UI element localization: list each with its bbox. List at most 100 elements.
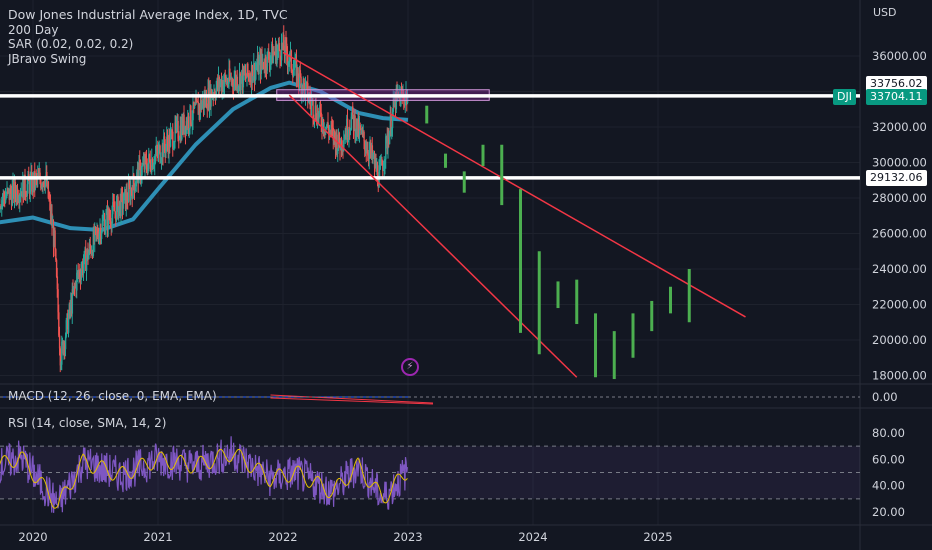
candle-body-486 (271, 44, 274, 64)
candle-body-451 (245, 77, 248, 79)
candle-body-136 (9, 188, 11, 200)
time-tick-0: 2020 (18, 530, 47, 544)
candle-body-207 (62, 341, 65, 354)
lightning-icon[interactable]: ⚡ (401, 358, 419, 376)
candle-body-368 (183, 114, 185, 133)
candle-body-501 (283, 34, 285, 51)
candle-body-177 (40, 180, 42, 188)
trendline-1 (288, 94, 578, 378)
indicator-sar[interactable]: SAR (0.02, 0.02, 0.2) (8, 37, 134, 51)
candle-body-616 (369, 143, 371, 151)
candle-body-450 (244, 72, 247, 78)
candle-body-560 (327, 122, 329, 129)
candle-body-343 (164, 146, 167, 154)
candle-body-194 (52, 226, 55, 247)
candle-body-302 (133, 183, 136, 192)
candle-body-146 (16, 188, 19, 201)
candle-body-440 (237, 87, 239, 90)
candle-body-159 (26, 184, 29, 197)
candle-body-561 (328, 128, 330, 135)
candle-body-249 (94, 227, 96, 242)
candle-body-412 (216, 79, 218, 88)
candle-body-267 (107, 209, 110, 229)
candle-body-381 (193, 101, 195, 109)
candle-body-199 (56, 276, 59, 290)
macd-label[interactable]: MACD (12, 26, close, 0, EMA, EMA) (8, 389, 217, 403)
candle-body-240 (87, 249, 89, 260)
indicator-jbravo[interactable]: JBravo Swing (8, 51, 87, 66)
candle-body-400 (207, 87, 209, 110)
candle-body-549 (319, 104, 321, 112)
candle-body-353 (172, 131, 174, 149)
candle-body-328 (153, 165, 155, 167)
candle-body-313 (142, 164, 144, 166)
candle-body-230 (79, 276, 82, 280)
candle-body-437 (235, 74, 237, 85)
candle-body-151 (20, 191, 23, 196)
candle-body-212 (66, 314, 68, 321)
candle-body-204 (60, 364, 62, 366)
candle-body-604 (360, 128, 362, 134)
candle-body-474 (262, 61, 265, 68)
candle-body-277 (115, 211, 117, 221)
candle-body-129 (4, 197, 6, 203)
trendlines (282, 51, 746, 378)
candle-body-383 (194, 104, 197, 106)
candle-body-281 (118, 206, 120, 218)
price-tick-5: 28000.00 (872, 191, 927, 205)
candle-body-132 (6, 188, 8, 196)
candle-body-459 (251, 65, 254, 83)
candle-body-460 (252, 77, 254, 83)
candle-body-232 (81, 263, 83, 271)
candle-body-413 (217, 79, 219, 88)
candle-body-514 (292, 69, 295, 77)
candle-body-292 (126, 191, 128, 202)
candle-body-570 (334, 137, 337, 151)
candle-body-607 (362, 131, 365, 133)
candle-body-438 (235, 76, 238, 85)
candle-body-221 (73, 286, 75, 292)
candle-body-349 (169, 133, 171, 147)
candle-body-418 (220, 79, 223, 92)
indicator-200-day[interactable]: 200 Day (8, 22, 59, 37)
candle-body-569 (334, 130, 336, 138)
candle-body-183 (44, 176, 47, 188)
candle-body-243 (89, 244, 92, 249)
candle-body-371 (185, 121, 188, 134)
candle-body-662 (403, 100, 406, 105)
candle-body-452 (246, 63, 248, 78)
candle-body-415 (218, 76, 221, 88)
candle-body-566 (331, 127, 334, 129)
candle-body-297 (130, 188, 132, 200)
candle-body-435 (233, 80, 236, 90)
candle-body-491 (275, 44, 278, 64)
candle-body-591 (350, 116, 353, 130)
candle-body-521 (298, 80, 300, 85)
candle-body-252 (96, 230, 98, 233)
candle-body-424 (225, 78, 227, 84)
candle-body-631 (380, 159, 383, 165)
rsi-ma-line (0, 448, 408, 509)
candle-body-584 (345, 133, 347, 139)
time-tick-5: 2025 (643, 530, 672, 544)
candle-body-359 (176, 120, 179, 123)
candle-body-241 (88, 252, 90, 260)
rsi-label[interactable]: RSI (14, close, SMA, 14, 2) (8, 416, 167, 430)
candle-body-255 (98, 233, 101, 242)
candle-body-553 (322, 119, 324, 131)
candle-body-358 (175, 122, 178, 128)
candle-body-398 (205, 94, 208, 109)
candle-body-571 (335, 134, 338, 151)
candle-body-248 (93, 231, 95, 242)
candle-body-300 (132, 174, 134, 199)
candle-body-493 (277, 48, 279, 52)
candle-body-202 (58, 335, 61, 349)
candle-body-461 (253, 63, 255, 78)
candle-body-390 (199, 100, 202, 112)
candle-body-601 (358, 117, 360, 136)
candle-body-337 (160, 161, 162, 163)
candle-body-228 (78, 271, 80, 275)
candle-body-124 (0, 207, 2, 209)
candle-body-276 (114, 211, 116, 213)
